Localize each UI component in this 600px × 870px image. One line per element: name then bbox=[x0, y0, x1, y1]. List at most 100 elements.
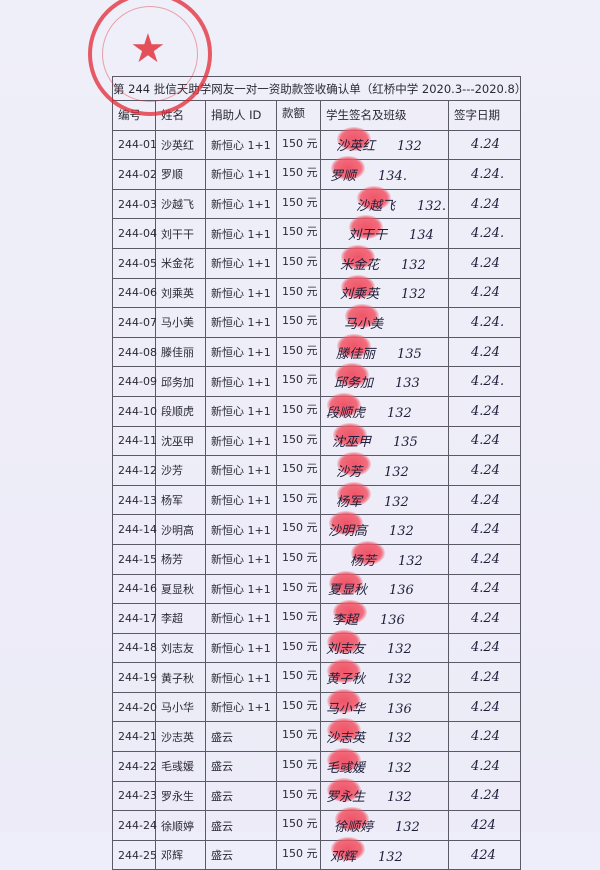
handwritten-signature: 杨芳 bbox=[350, 553, 377, 569]
amount: 150 元 bbox=[276, 455, 321, 486]
fingerprint-mark bbox=[327, 777, 361, 802]
sign-date: 4.24 bbox=[447, 573, 522, 605]
student-name: 沙芳 bbox=[155, 455, 206, 486]
row-id: 244-02 bbox=[112, 159, 157, 190]
row-id: 244-03 bbox=[112, 188, 157, 220]
student-name: 杨军 bbox=[155, 484, 206, 516]
donor-id: 新恒心 1+1 bbox=[205, 632, 277, 664]
table-row: 244-11 沈巫甲 新恒心 1+1 150 元沈巫甲 135 4.24 bbox=[112, 422, 522, 457]
fingerprint-mark bbox=[341, 244, 375, 269]
row-id: 244-04 bbox=[112, 218, 157, 249]
signature-cell: 沙芳 132 bbox=[320, 452, 449, 486]
donor-id: 盛云 bbox=[205, 751, 277, 782]
donor-id: 新恒心 1+1 bbox=[205, 218, 277, 249]
table-row: 244-02 罗顺 新恒心 1+1 150 元罗顺 134. 4.24. bbox=[112, 156, 522, 190]
student-name: 马小华 bbox=[155, 691, 206, 723]
signature-cell: 夏显秋 136 bbox=[320, 570, 449, 605]
amount: 150 元 bbox=[276, 188, 321, 220]
amount: 150 元 bbox=[276, 247, 321, 279]
donor-id: 新恒心 1+1 bbox=[205, 129, 277, 161]
student-name: 徐顺婷 bbox=[155, 810, 206, 841]
handwritten-class: 132 bbox=[378, 849, 403, 865]
handwritten-signature: 夏显秋 bbox=[328, 583, 368, 599]
signature-cell: 李超 136 bbox=[320, 600, 449, 634]
signature-cell: 米金花 132 bbox=[320, 244, 449, 279]
fingerprint-mark bbox=[345, 304, 379, 329]
row-id: 244-23 bbox=[112, 780, 157, 812]
sign-date: 4.24 bbox=[447, 662, 522, 693]
table-row: 244-22 毛彧媛 盛云 150 元毛彧媛 132 4.24 bbox=[112, 748, 522, 782]
handwritten-signature: 沙志英 bbox=[326, 731, 366, 747]
signature-cell: 马小美 bbox=[320, 304, 449, 338]
handwritten-class: 136 bbox=[389, 583, 414, 599]
student-name: 刘干干 bbox=[155, 218, 206, 249]
sign-date: 4.24 bbox=[447, 395, 522, 427]
table-row: 244-20 马小华 新恒心 1+1 150 元马小华 136 4.24 bbox=[112, 688, 522, 723]
handwritten-class: 135 bbox=[397, 346, 422, 362]
student-name: 马小美 bbox=[155, 307, 206, 338]
table-row: 244-05 米金花 新恒心 1+1 150 元米金花 132 4.24 bbox=[112, 244, 522, 279]
amount: 150 元 bbox=[276, 543, 321, 575]
handwritten-class: 136 bbox=[387, 701, 412, 717]
table-row: 244-03 沙越飞 新恒心 1+1 150 元沙越飞 132. 4.24 bbox=[112, 185, 522, 220]
amount: 150 元 bbox=[276, 514, 321, 545]
signature-cell: 杨军 132 bbox=[320, 481, 449, 516]
fingerprint-mark bbox=[327, 392, 361, 417]
signature-cell: 邓辉 132 bbox=[320, 836, 449, 870]
donor-id: 新恒心 1+1 bbox=[205, 247, 277, 279]
sign-date: 4.24 bbox=[447, 543, 522, 575]
handwritten-class: 132. bbox=[417, 198, 446, 214]
donor-id: 新恒心 1+1 bbox=[205, 514, 277, 545]
donor-id: 盛云 bbox=[205, 839, 277, 870]
student-name: 毛彧媛 bbox=[155, 751, 206, 782]
fingerprint-mark bbox=[335, 807, 369, 832]
table-row: 244-08 滕佳丽 新恒心 1+1 150 元滕佳丽 135 4.24 bbox=[112, 333, 522, 368]
donor-id: 新恒心 1+1 bbox=[205, 425, 277, 457]
student-name: 杨芳 bbox=[155, 543, 206, 575]
donor-id: 新恒心 1+1 bbox=[205, 455, 277, 486]
handwritten-class: 132 bbox=[387, 405, 412, 421]
fingerprint-mark bbox=[337, 452, 371, 477]
sign-date: 4.24. bbox=[447, 366, 522, 397]
signature-cell: 沙越飞 132. bbox=[320, 185, 449, 220]
fingerprint-mark bbox=[357, 185, 391, 210]
signature-cell: 罗永生 132 bbox=[320, 777, 449, 812]
sign-date: 4.24 bbox=[447, 277, 522, 309]
table-row: 244-10 段顺虎 新恒心 1+1 150 元段顺虎 132 4.24 bbox=[112, 392, 522, 427]
handwritten-signature: 邱务加 bbox=[334, 376, 374, 392]
student-name: 刘乘英 bbox=[155, 277, 206, 309]
student-name: 沙志英 bbox=[155, 721, 206, 753]
donor-id: 新恒心 1+1 bbox=[205, 395, 277, 427]
donor-id: 新恒心 1+1 bbox=[205, 691, 277, 723]
amount: 150 元 bbox=[276, 218, 321, 249]
signature-cell: 徐顺婷 132 bbox=[320, 807, 449, 841]
handwritten-signature: 沙英红 bbox=[336, 139, 376, 155]
row-id: 244-22 bbox=[112, 751, 157, 782]
fingerprint-mark bbox=[337, 333, 371, 358]
sign-date: 4.24 bbox=[447, 780, 522, 812]
table-row: 244-04 刘干干 新恒心 1+1 150 元刘干干 134 4.24. bbox=[112, 215, 522, 249]
signature-cell: 杨芳 132 bbox=[320, 540, 449, 575]
fingerprint-mark bbox=[351, 540, 385, 565]
handwritten-class: 132 bbox=[401, 287, 426, 303]
header-date: 签字日期 bbox=[447, 100, 522, 131]
table-row: 244-18 刘志友 新恒心 1+1 150 元刘志友 132 4.24 bbox=[112, 629, 522, 664]
header-row: 编号 姓名 捐助人 ID 款额 学生签名及班级 签字日期 bbox=[112, 100, 522, 131]
student-name: 沙明高 bbox=[155, 514, 206, 545]
amount: 150 元 bbox=[276, 277, 321, 309]
amount: 150 元 bbox=[276, 662, 321, 693]
handwritten-class: 135 bbox=[393, 435, 418, 451]
row-id: 244-09 bbox=[112, 366, 157, 397]
handwritten-class: 132 bbox=[398, 553, 423, 569]
handwritten-class: 134 bbox=[409, 228, 434, 244]
handwritten-class: 132 bbox=[395, 820, 420, 836]
row-id: 244-25 bbox=[112, 839, 157, 870]
handwritten-class: 134. bbox=[378, 168, 407, 184]
handwritten-class: 132 bbox=[387, 760, 412, 776]
handwritten-signature: 马小华 bbox=[326, 701, 366, 717]
donor-id: 盛云 bbox=[205, 810, 277, 841]
handwritten-class: 132 bbox=[397, 139, 422, 155]
fingerprint-mark bbox=[327, 748, 361, 773]
sign-date: 4.24 bbox=[447, 484, 522, 516]
